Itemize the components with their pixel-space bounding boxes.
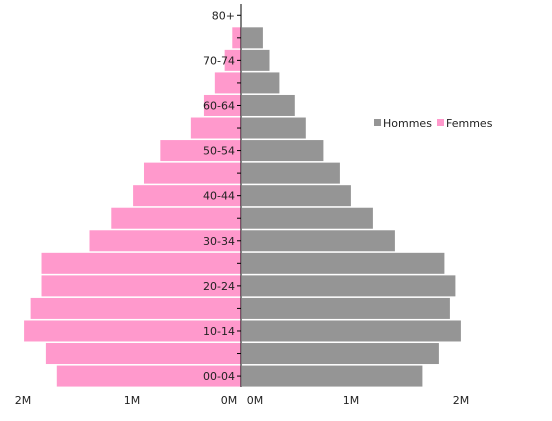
bar-femmes-35-39 [111,207,241,229]
bar-femmes-00-04 [56,365,241,387]
bar-hommes-65-69 [242,72,280,94]
bar-femmes-60-64 [203,94,241,116]
bar-femmes-15-19 [30,297,241,319]
bar-hommes-15-19 [242,297,450,319]
bar-hommes-25-29 [242,252,445,274]
age-group-labels: 00-04 10-14 20-24 30-34 40-44 50-54 60-64 70-74… [203,9,241,383]
category-label-70-74: 70-74 [203,54,235,67]
bar-femmes-75-79 [232,27,241,49]
bar-femmes-70-74 [224,49,241,71]
bar-femmes-25-29 [41,252,241,274]
bar-hommes-10-14 [242,320,461,342]
bar-femmes-45-49 [143,162,241,184]
bar-femmes-20-24 [41,275,241,297]
category-label-60-64: 60-64 [203,99,235,112]
category-label-00-04: 00-04 [203,370,235,383]
legend-swatch-hommes [374,119,381,126]
bar-femmes-65-69 [214,72,241,94]
bar-hommes-75-79 [242,27,263,49]
bar-femmes-05-09 [45,343,241,365]
category-label-30-34: 30-34 [203,235,235,248]
category-label-20-24: 20-24 [203,280,235,293]
x-tick-left-0M: 0M [221,394,238,407]
category-label-10-14: 10-14 [203,325,235,338]
femmes-bars [24,27,242,387]
legend-swatch-femmes [437,119,444,126]
bar-hommes-55-59 [242,117,306,139]
x-axis-tick-labels: 2M 1M 0M 0M 1M 2M [15,394,470,407]
bar-femmes-30-34 [89,230,242,252]
bar-hommes-50-54 [242,140,324,162]
bar-hommes-35-39 [242,207,373,229]
x-tick-right-0M: 0M [247,394,264,407]
bar-femmes-40-44 [133,185,241,207]
bar-femmes-50-54 [160,140,241,162]
bar-femmes-55-59 [190,117,241,139]
x-tick-left-1M: 1M [124,394,141,407]
x-tick-left-2M: 2M [15,394,32,407]
x-tick-right-2M: 2M [453,394,470,407]
bar-hommes-45-49 [242,162,340,184]
category-label-40-44: 40-44 [203,190,235,203]
bar-femmes-10-14 [24,320,242,342]
bar-hommes-20-24 [242,275,456,297]
legend: Hommes Femmes [374,117,493,130]
bar-hommes-70-74 [242,49,270,71]
bar-hommes-00-04 [242,365,423,387]
hommes-bars [242,27,461,387]
legend-label-femmes: Femmes [446,117,493,130]
bar-hommes-40-44 [242,185,351,207]
legend-label-hommes: Hommes [383,117,432,130]
category-label-50-54: 50-54 [203,145,235,158]
bar-hommes-30-34 [242,230,395,252]
bar-hommes-05-09 [242,343,439,365]
x-tick-right-1M: 1M [343,394,360,407]
category-label-80+: 80+ [212,9,235,22]
bar-hommes-60-64 [242,94,295,116]
